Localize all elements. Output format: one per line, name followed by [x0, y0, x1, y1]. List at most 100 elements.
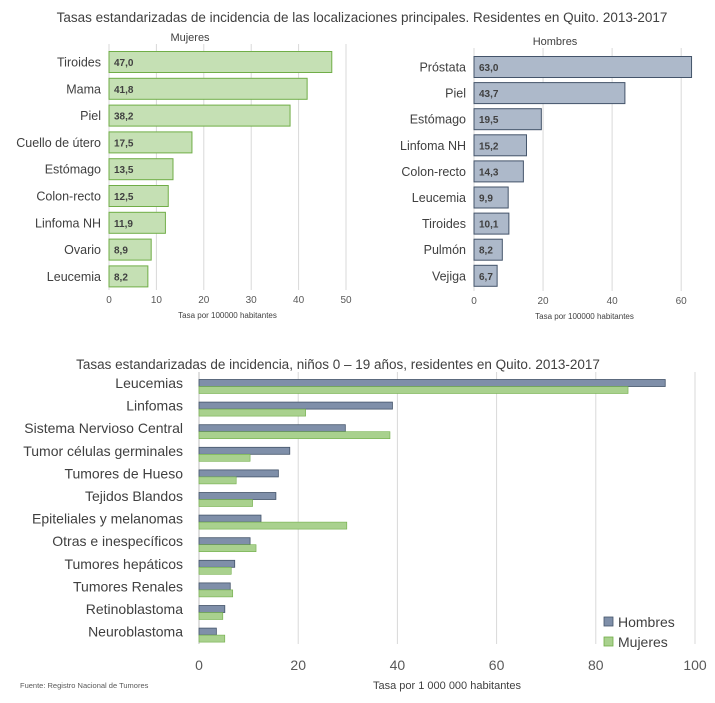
bar-mujeres — [198, 566, 232, 575]
x-tick-label: 40 — [607, 296, 619, 307]
category-label: Piel — [445, 87, 466, 101]
chart-ninos: Tasas estandarizadas de incidencia, niño… — [23, 357, 707, 692]
x-tick-label: 60 — [489, 657, 505, 673]
category-label: Neuroblastoma — [88, 624, 183, 640]
category-label: Colon-recto — [36, 190, 101, 204]
bar — [108, 238, 152, 261]
data-label: 13,5 — [114, 165, 134, 176]
data-label: 9,9 — [479, 194, 493, 205]
bar-mujeres — [198, 634, 226, 643]
legend-swatch-hombres — [603, 616, 614, 627]
category-label: Próstata — [419, 61, 466, 75]
data-label: 38,2 — [114, 112, 134, 123]
bar — [108, 51, 333, 73]
data-label: 10,1 — [479, 220, 499, 231]
bar — [108, 104, 291, 127]
bar-hombres — [198, 582, 231, 591]
x-axis-label: Tasa por 1 000 000 habitantes — [373, 680, 522, 692]
chart-title: Hombres — [533, 36, 578, 48]
x-tick-label: 40 — [293, 295, 305, 306]
x-tick-label: 20 — [538, 296, 550, 307]
x-tick-label: 50 — [340, 295, 352, 306]
bar-hombres — [198, 469, 279, 478]
category-label: Tiroides — [57, 56, 101, 70]
x-tick-label: 20 — [198, 295, 210, 306]
x-tick-label: 100 — [683, 657, 707, 673]
category-label: Tiroides — [422, 217, 466, 231]
category-label: Estómago — [45, 163, 101, 177]
x-tick-label: 10 — [151, 295, 163, 306]
bar-mujeres — [198, 499, 253, 507]
bar — [473, 238, 503, 261]
bar-mujeres — [198, 386, 629, 394]
bar-mujeres — [198, 521, 348, 530]
bar-hombres — [198, 514, 262, 523]
bar-hombres — [198, 627, 217, 636]
x-axis-label: Tasa por 100000 habitantes — [178, 311, 277, 320]
bar — [473, 264, 498, 287]
data-label: 47,0 — [114, 58, 134, 69]
data-label: 12,5 — [114, 192, 134, 203]
bar-mujeres — [198, 431, 391, 440]
bar — [108, 265, 149, 288]
data-label: 17,5 — [114, 138, 134, 149]
data-label: 8,9 — [114, 246, 128, 257]
bar-hombres — [198, 537, 251, 546]
bar — [108, 211, 166, 234]
bar — [473, 82, 626, 105]
x-tick-label: 0 — [106, 295, 112, 306]
category-label: Ovario — [64, 243, 101, 257]
source-note: Fuente: Registro Nacional de Tumores — [20, 681, 149, 690]
category-label: Leucemia — [412, 191, 466, 205]
category-label: Tumores Renales — [73, 578, 183, 594]
data-label: 15,2 — [479, 141, 499, 152]
bar-mujeres — [198, 408, 306, 417]
x-tick-label: 60 — [676, 296, 688, 307]
data-label: 14,3 — [479, 167, 499, 178]
data-label: 43,7 — [479, 89, 499, 100]
bar — [108, 158, 174, 181]
chart-title: Mujeres — [170, 32, 210, 44]
bar-mujeres — [198, 612, 224, 620]
x-tick-label: 40 — [390, 657, 406, 673]
data-label: 8,2 — [114, 272, 128, 283]
x-tick-label: 0 — [195, 657, 203, 673]
chart-title: Tasas estandarizadas de incidencia, niño… — [76, 357, 600, 372]
x-tick-label: 20 — [290, 657, 306, 673]
category-label: Retinoblastoma — [86, 601, 183, 617]
category-label: Leucemias — [115, 375, 183, 391]
category-label: Linfoma NH — [35, 216, 101, 230]
data-label: 63,0 — [479, 63, 499, 74]
x-tick-label: 0 — [471, 296, 477, 307]
category-label: Tumores hepáticos — [64, 556, 183, 572]
bar-hombres — [198, 401, 393, 410]
category-label: Epiteliales y melanomas — [32, 511, 183, 527]
legend-swatch-mujeres — [603, 636, 614, 647]
category-label: Vejiga — [432, 269, 466, 283]
data-label: 19,5 — [479, 115, 499, 126]
category-label: Tumores de Hueso — [64, 465, 183, 481]
legend-label-mujeres: Mujeres — [618, 634, 668, 650]
bar-hombres — [198, 605, 226, 613]
category-label: Tejidos Blandos — [85, 488, 183, 504]
bar — [473, 108, 542, 131]
category-label: Sistema Nervioso Central — [24, 420, 183, 436]
category-label: Mama — [66, 82, 101, 96]
bar — [108, 131, 193, 154]
category-label: Cuello de útero — [16, 136, 101, 150]
category-label: Tumor células germinales — [23, 443, 183, 459]
bar — [108, 77, 308, 100]
bar — [473, 134, 527, 157]
bar-mujeres — [198, 589, 234, 598]
bar — [473, 56, 693, 78]
data-label: 11,9 — [114, 219, 133, 230]
legend-label-hombres: Hombres — [618, 614, 675, 630]
bar-hombres — [198, 379, 666, 387]
bar-mujeres — [198, 476, 237, 485]
category-label: Pulmón — [424, 243, 466, 257]
bar-hombres — [198, 424, 346, 433]
bar — [473, 160, 524, 183]
bar — [473, 186, 509, 209]
data-label: 8,2 — [479, 246, 493, 257]
